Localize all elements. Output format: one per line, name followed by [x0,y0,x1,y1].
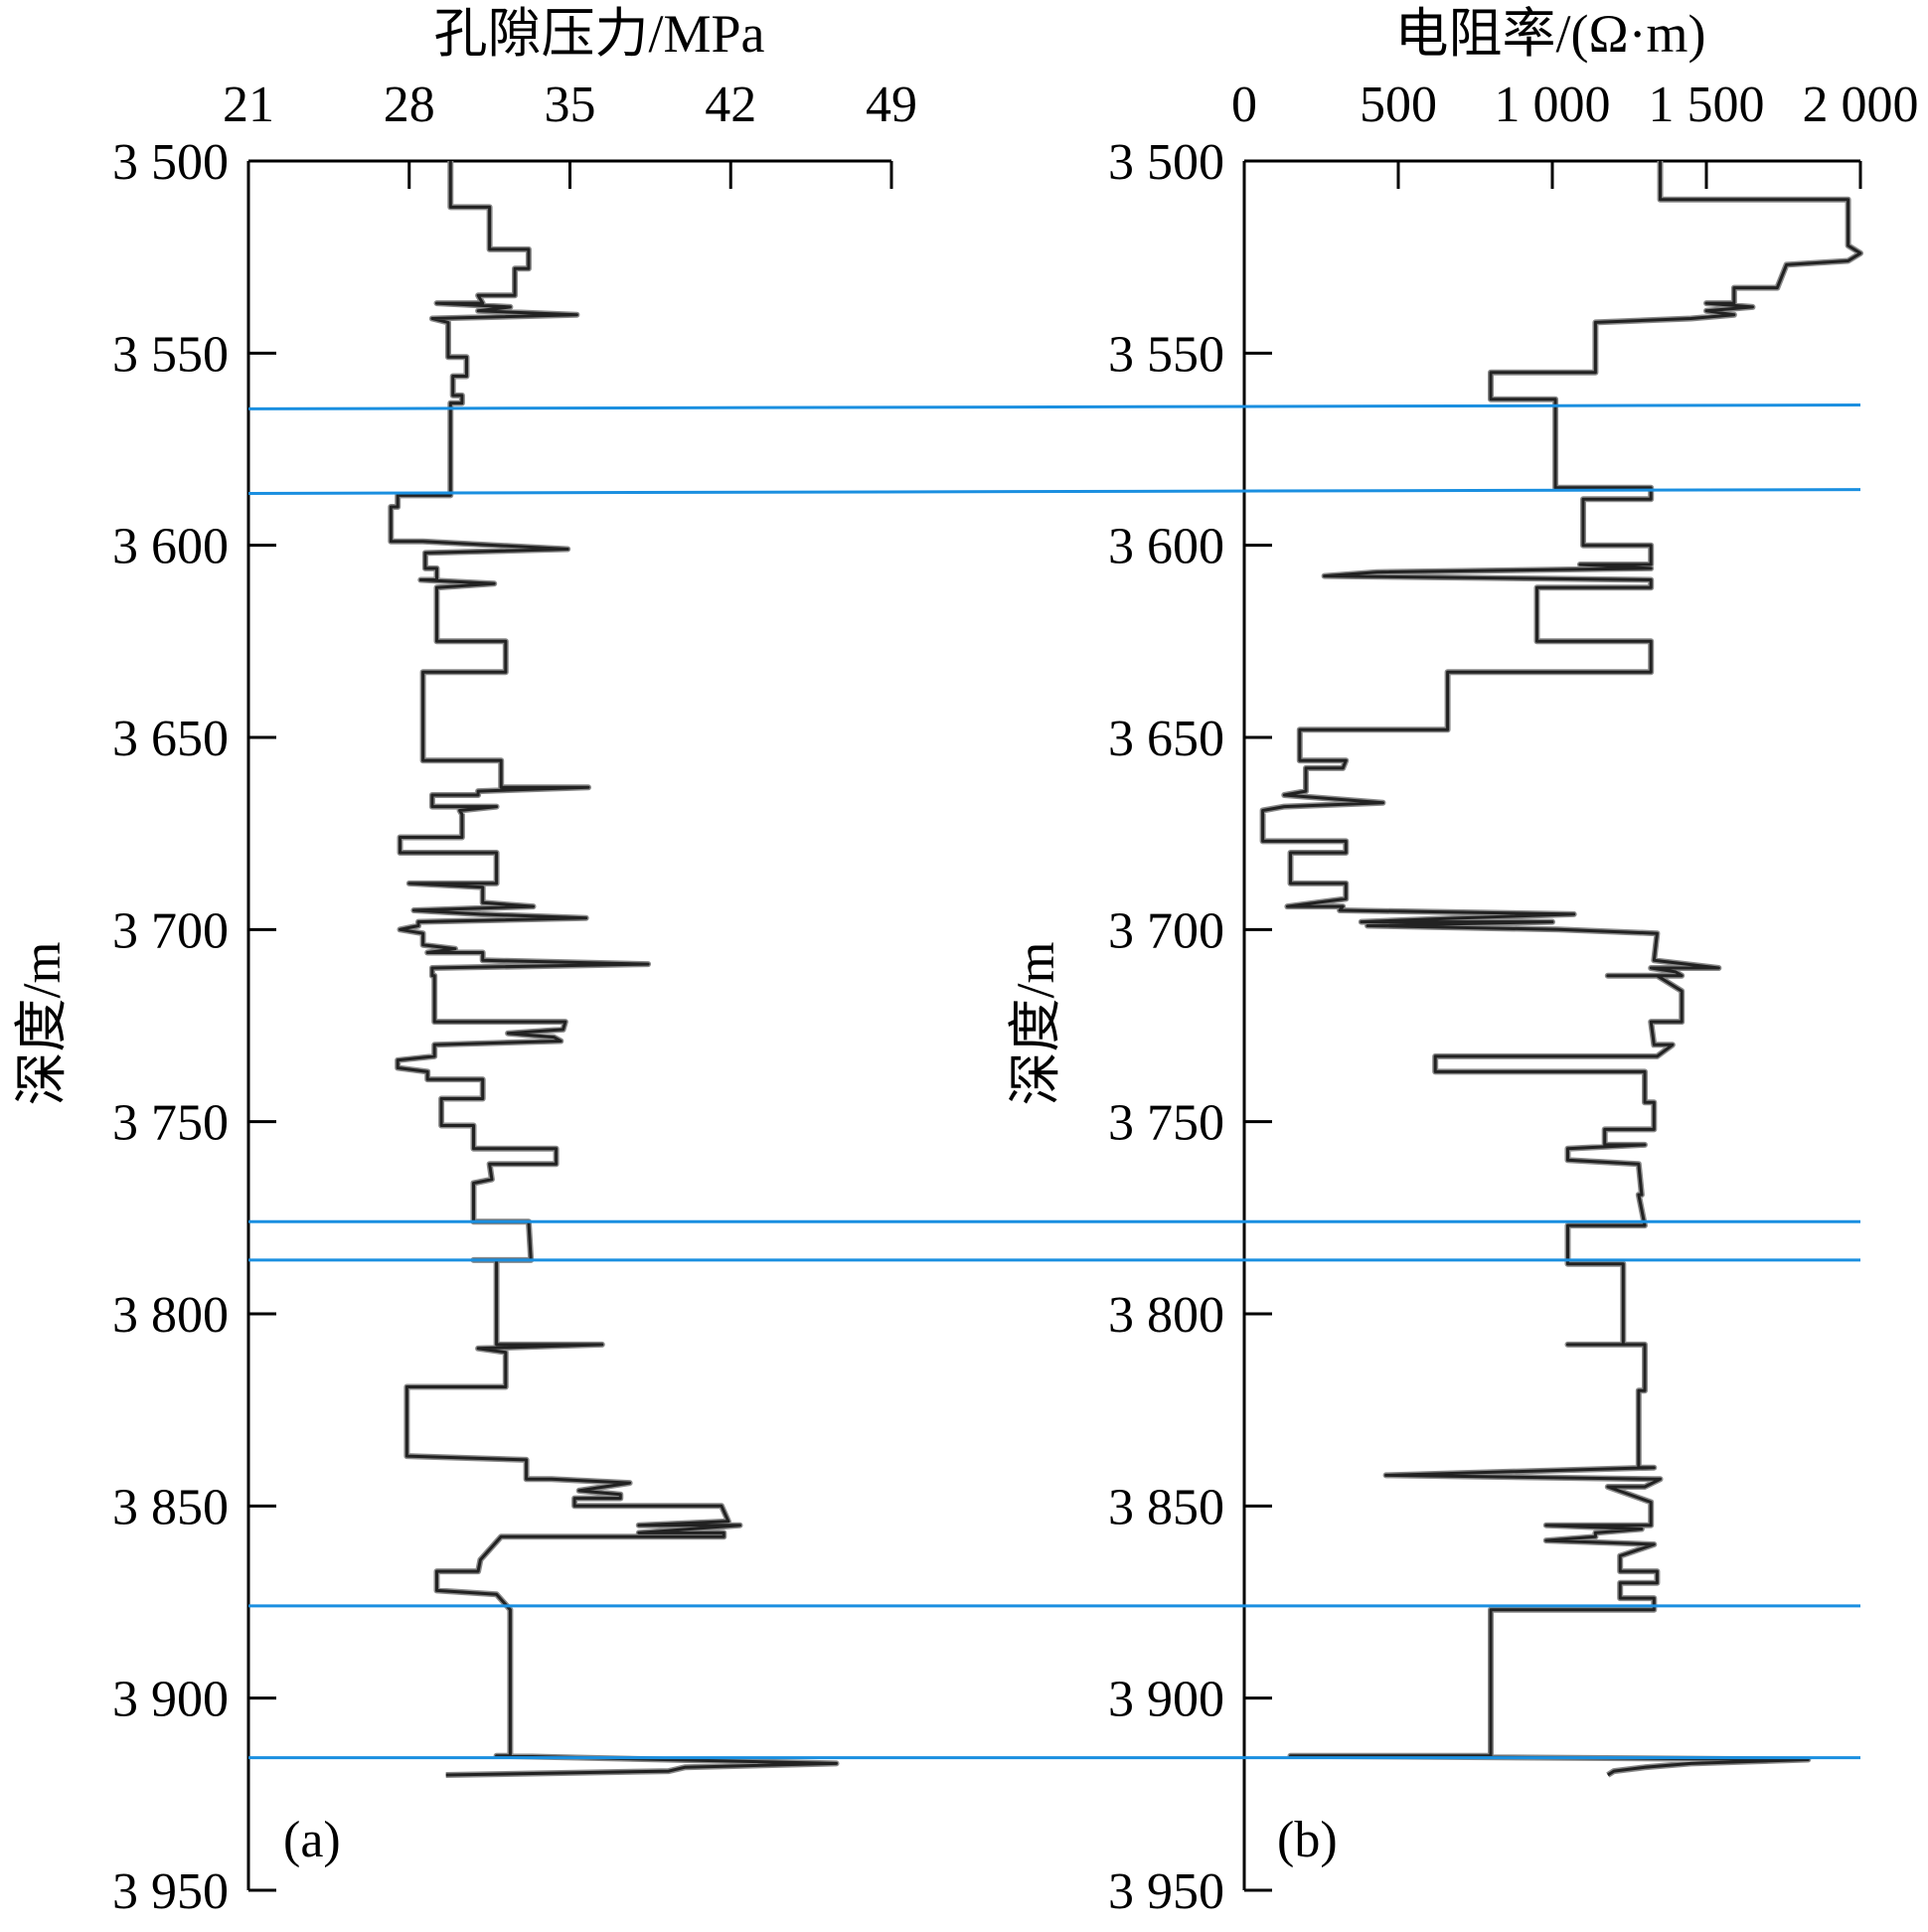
panel-a-y-tick-label: 3 700 [112,902,229,959]
panel-b-y-tick-label: 3 900 [1108,1672,1224,1728]
panel-b-x-tick-label: 1 500 [1649,77,1765,133]
panel-a-y-tick-label: 3 950 [112,1863,229,1920]
panel-a-x-tick-label: 35 [545,77,596,133]
panel-a-y-tick-label: 3 900 [112,1672,229,1728]
panel-a-x-axis-title: 孔隙压力/MPa [433,4,764,64]
panel-a-plot: 21 28 35 42 49 3 500 3 550 3 600 3 650 3 700 3 750… [112,77,917,1920]
panel-b-y-tick-label: 3 550 [1108,326,1224,383]
panel-a-label: (a) [283,1812,341,1868]
panel-a-y-axis-title: 深度/m [12,941,72,1105]
reference-line [247,488,1861,495]
panel-a-y-tick-label: 3 850 [112,1479,229,1535]
panel-a-x-tick-label: 28 [384,77,435,133]
panel-b-series-halo [1259,161,1863,1778]
panel-a-x-tick-label: 49 [866,77,917,133]
panel-a-y-tick-label: 3 500 [112,134,229,191]
panel-a-y-tick-label: 3 550 [112,326,229,383]
panel-b-x-tick-label: 500 [1360,77,1437,133]
reference-line [247,403,1861,410]
panel-a-y-tick-label: 3 750 [112,1095,229,1152]
panel-b-y-tick-label: 3 800 [1108,1287,1224,1344]
panel-a-x-tick-label: 42 [705,77,756,133]
panel-a-y-tick-label: 3 650 [112,711,229,767]
panel-b-x-tick-label: 1 000 [1495,77,1611,133]
panel-b-x-axis-title: 电阻率/(Ω·m) [1394,4,1705,64]
panel-b-y-tick-label: 3 500 [1108,134,1224,191]
panel-b-y-tick-label: 3 950 [1108,1863,1224,1920]
panel-b-y-axis-title: 深度/m [1006,941,1065,1105]
chart-marks: 21 28 35 42 49 3 500 3 550 3 600 3 650 3 700 3 750… [112,77,1919,1920]
panel-b-y-tick-label: 3 700 [1108,902,1224,959]
panel-b-series-line [1261,161,1862,1777]
panel-a-x-tick-label: 21 [223,77,274,133]
panel-b-x-tick-label: 0 [1231,77,1257,133]
panel-b-label: (b) [1277,1812,1338,1868]
panel-b-y-tick-label: 3 850 [1108,1479,1224,1535]
panel-a-y-tick-label: 3 800 [112,1287,229,1344]
panel-b-y-tick-label: 3 650 [1108,711,1224,767]
panel-b-plot: 0 500 1 000 1 500 2 000 3 500 3 550 3 600 3 650 3… [1108,77,1919,1920]
panel-a-series-line [389,161,838,1777]
panel-b-y-tick-label: 3 750 [1108,1095,1224,1152]
panel-a-y-tick-label: 3 600 [112,519,229,575]
panel-b-y-tick-label: 3 600 [1108,519,1224,575]
panel-b-x-tick-label: 2 000 [1803,77,1919,133]
